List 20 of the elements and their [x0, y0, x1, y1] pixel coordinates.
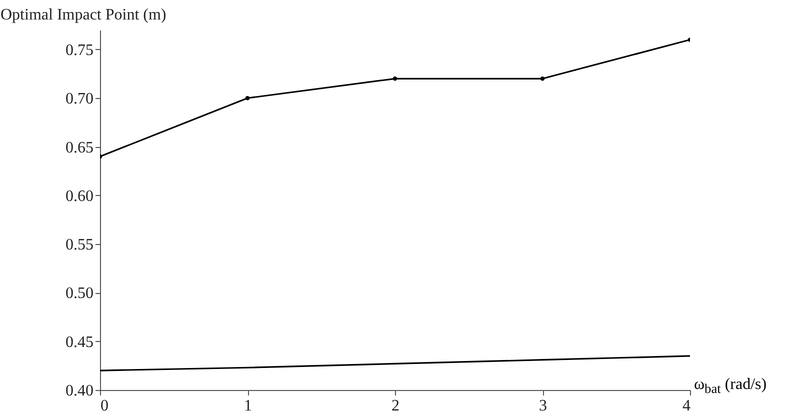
- y-tick-label: 0.55: [66, 236, 94, 254]
- y-tick-label: 0.40: [66, 382, 94, 400]
- point: [540, 76, 545, 81]
- point: [392, 76, 398, 81]
- x-tick-label: 2: [392, 398, 400, 414]
- y-tick-label: 0.70: [66, 90, 94, 108]
- y-tick-label: 0.75: [66, 42, 94, 59]
- line-series: [100, 355, 690, 372]
- x-tick-label: 0: [100, 398, 108, 414]
- y-tick-label: 0.50: [66, 285, 94, 302]
- y-axis-title: Optimal Impact Point (m): [0, 6, 166, 24]
- x-tick-label: 1: [244, 398, 252, 414]
- y-tick-label: 0.45: [66, 334, 94, 351]
- x-axis-title: ω$_{bat}$ (rad/s): [694, 376, 767, 398]
- y-tick-label: 0.60: [66, 188, 94, 205]
- point: [245, 96, 250, 100]
- x-tick-label: 3: [539, 398, 547, 414]
- y-tick-label: 0.65: [66, 139, 94, 156]
- line-series: [100, 38, 690, 159]
- x-tick-label: 4: [682, 398, 690, 414]
